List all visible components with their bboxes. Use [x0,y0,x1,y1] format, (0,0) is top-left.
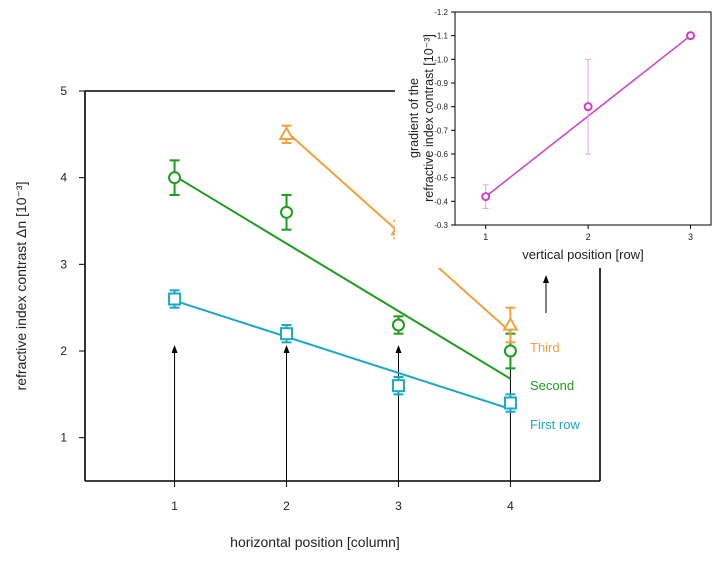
column-arrowhead [171,345,178,353]
column-arrowhead [395,345,402,353]
data-point [280,327,294,341]
inset-y-tick-label: -0.3 [434,221,448,230]
inset-x-tick-label: 2 [586,232,591,242]
main-x-tick-label: 3 [395,499,402,513]
main-x-tick-label: 1 [171,499,178,513]
data-point [278,126,295,141]
series-label: Third [530,340,560,355]
main-y-label: refractive index contrast Δn [10⁻³] [13,182,29,391]
inset-y-tick-label: -1.1 [434,32,448,41]
inset-y-tick-label: -0.6 [434,150,448,159]
inset-x-label: vertical position [row] [522,247,643,262]
data-point [502,316,519,331]
main-y-tick-label: 3 [60,257,67,271]
series-label: First row [530,417,580,432]
inset-y-tick-label: -0.7 [434,126,448,135]
data-point [168,292,182,306]
main-x-label: horizontal position [column] [230,534,400,550]
inset-data-point [686,31,696,41]
inset-x-tick-label: 3 [688,232,693,242]
data-point [280,205,294,219]
inset-y-tick-label: -0.4 [434,197,448,206]
inset-plot: 1 2 3 -0.3 -0.4 -0.5 -0.6 -0.7 -0.8 -0.9 -1.0 -1.1 -… [434,8,696,242]
inset-data-point [481,192,491,202]
inset-background [395,3,720,268]
data-point [503,396,517,410]
main-y-tick-label: 5 [60,84,67,98]
data-point [168,171,182,185]
data-point [391,379,405,393]
main-y-tick-label: 1 [60,431,67,445]
main-plot: 1 2 3 4 1 2 3 4 5 First row Second Third [60,84,580,513]
data-point [391,318,405,332]
series-label: Second [530,378,574,393]
data-point [503,344,517,358]
column-arrowhead [283,345,290,353]
main-x-tick-label: 2 [283,499,290,513]
inset-y-tick-label: -0.5 [434,174,448,183]
inset-y-tick-label: -0.9 [434,79,448,88]
main-x-tick-label: 4 [507,499,514,513]
inset-frame [454,11,712,226]
inset-data-point [583,102,593,112]
inset-link-arrowhead [543,275,549,283]
inset-y-label-line1: gradient of the [407,78,421,158]
fit-line-0 [174,299,511,411]
inset-y-tick-label: -0.8 [434,103,448,112]
inset-y-label-line2: refractive index contrast [10⁻³] [422,34,436,202]
inset-y-tick-label: -1.2 [434,8,448,17]
main-y-tick-label: 4 [60,171,67,185]
fit-line-1 [174,175,511,380]
inset-y-tick-label: -1.0 [434,55,448,64]
main-y-tick-label: 2 [60,344,67,358]
inset-x-tick-label: 1 [483,232,488,242]
